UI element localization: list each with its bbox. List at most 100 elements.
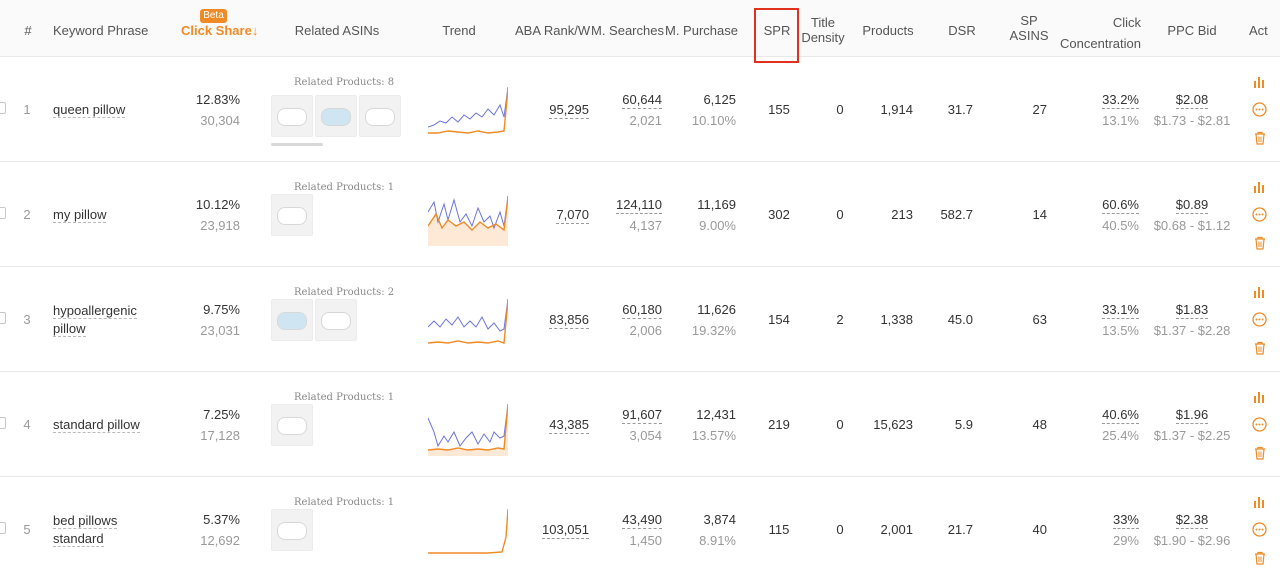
keyword-phrase[interactable]: hypoallergenic pillow (53, 303, 137, 337)
row-checkbox[interactable] (0, 102, 6, 114)
pillow-image (277, 207, 307, 225)
keyword-phrase[interactable]: my pillow (53, 207, 107, 225)
product-thumbnail[interactable] (271, 95, 313, 137)
title-density-value: 0 (836, 417, 844, 432)
header-title-density[interactable]: Title Density (800, 15, 846, 45)
more-circle-icon[interactable] (1252, 417, 1267, 432)
title-density-line1: Title (810, 15, 836, 30)
table-row[interactable]: 4 standard pillow 7.25% 17,128 Related P… (0, 372, 1280, 477)
sp-asins-line2: ASINS (1009, 28, 1049, 43)
more-circle-icon[interactable] (1252, 522, 1267, 537)
click-concentration-value: 40.6% (1102, 407, 1139, 424)
header-click-concentration[interactable]: Click Concentration (1055, 12, 1141, 54)
click-concentration[interactable]: 40.6% (1080, 407, 1139, 424)
monthly-searches-value: 124,110 (615, 197, 662, 214)
spr-highlight-box (754, 8, 799, 63)
product-thumbnail[interactable] (271, 404, 313, 446)
product-thumbnail[interactable] (271, 509, 313, 551)
monthly-searches[interactable]: 43,490 (600, 512, 662, 529)
bar-chart-icon[interactable] (1253, 390, 1267, 404)
related-products-label[interactable]: Related Products: 8 (294, 77, 395, 88)
trash-icon[interactable] (1253, 551, 1267, 565)
pillow-image (277, 108, 307, 126)
header-sp-asins[interactable]: SP ASINS (1007, 13, 1051, 43)
product-thumbnail[interactable] (315, 299, 357, 341)
trend-sparkline[interactable] (428, 402, 508, 456)
related-products-label[interactable]: Related Products: 2 (294, 287, 395, 298)
header-spr[interactable]: SPR (763, 23, 791, 38)
aba-rank[interactable]: 95,295 (520, 102, 589, 119)
product-thumbnail[interactable] (271, 299, 313, 341)
click-concentration[interactable]: 33.1% (1080, 302, 1139, 319)
bar-chart-icon[interactable] (1253, 180, 1267, 194)
table-row[interactable]: 5 bed pillows standard 5.37% 12,692 Rela… (0, 477, 1280, 573)
aba-rank[interactable]: 83,856 (520, 312, 589, 329)
ppc-bid[interactable]: $2.38 (1150, 512, 1234, 529)
monthly-searches[interactable]: 60,180 (600, 302, 662, 319)
bar-chart-icon[interactable] (1253, 75, 1267, 89)
trash-icon[interactable] (1253, 236, 1267, 250)
keyword-line1: standard pillow (53, 417, 140, 433)
row-checkbox[interactable] (0, 312, 6, 324)
monthly-searches[interactable]: 91,607 (600, 407, 662, 424)
bar-chart-icon[interactable] (1253, 285, 1267, 299)
monthly-searches[interactable]: 124,110 (600, 197, 662, 214)
related-products-label[interactable]: Related Products: 1 (294, 392, 395, 403)
click-share-label: Click Share (181, 23, 252, 38)
ppc-bid[interactable]: $1.83 (1150, 302, 1234, 319)
more-circle-icon[interactable] (1252, 102, 1267, 117)
trash-icon[interactable] (1253, 341, 1267, 355)
header-monthly-purchase[interactable]: M. Purchase (665, 23, 738, 38)
header-dsr[interactable]: DSR (948, 23, 976, 38)
trash-icon[interactable] (1253, 131, 1267, 145)
dsr-value: 21.7 (947, 522, 973, 537)
purchase-rate: 13.57% (691, 428, 736, 443)
trend-sparkline[interactable] (428, 192, 508, 246)
pillow-image (365, 108, 395, 126)
aba-rank[interactable]: 43,385 (520, 417, 589, 434)
related-products-label[interactable]: Related Products: 1 (294, 497, 395, 508)
table-row[interactable]: 2 my pillow 10.12% 23,918 Related Produc… (0, 162, 1280, 267)
more-circle-icon[interactable] (1252, 312, 1267, 327)
monthly-searches[interactable]: 60,644 (600, 92, 662, 109)
header-click-share[interactable]: Click Share↓ (181, 23, 258, 38)
keyword-phrase[interactable]: bed pillows standard (53, 513, 118, 547)
header-products[interactable]: Products (862, 23, 914, 38)
trend-sparkline[interactable] (428, 297, 508, 351)
row-checkbox[interactable] (0, 207, 6, 219)
table-row[interactable]: 3 hypoallergenic pillow 9.75% 23,031 Rel… (0, 267, 1280, 372)
aba-rank[interactable]: 103,051 (520, 522, 589, 539)
ppc-bid[interactable]: $1.96 (1150, 407, 1234, 424)
table-row[interactable]: 1 queen pillow 12.83% 30,304 Related Pro… (0, 57, 1280, 162)
products-value: 2,001 (880, 522, 913, 537)
header-keyword-phrase[interactable]: Keyword Phrase (53, 23, 149, 38)
trend-sparkline[interactable] (428, 87, 508, 141)
click-concentration[interactable]: 33% (1080, 512, 1139, 529)
click-conc-line1: Click (1112, 15, 1141, 30)
row-index: 4 (23, 417, 31, 432)
purchase-rate: 10.10% (691, 113, 736, 128)
click-concentration[interactable]: 60.6% (1080, 197, 1139, 214)
bar-chart-icon[interactable] (1253, 495, 1267, 509)
ppc-bid[interactable]: $2.08 (1150, 92, 1234, 109)
product-thumbnail[interactable] (359, 95, 401, 137)
keyword-phrase[interactable]: queen pillow (53, 102, 126, 120)
header-ppc-bid[interactable]: PPC Bid (1167, 23, 1217, 38)
more-circle-icon[interactable] (1252, 207, 1267, 222)
related-products-label[interactable]: Related Products: 1 (294, 182, 395, 193)
header-monthly-searches[interactable]: M. Searches (591, 23, 664, 38)
trend-line-searches (428, 403, 508, 448)
row-checkbox[interactable] (0, 522, 6, 534)
header-aba-rank[interactable]: ABA Rank/W (515, 23, 591, 38)
product-thumbnail[interactable] (315, 95, 357, 137)
keyword-phrase[interactable]: standard pillow (53, 417, 140, 435)
ppc-bid[interactable]: $0.89 (1150, 197, 1234, 214)
product-thumbnail[interactable] (271, 194, 313, 236)
click-concentration[interactable]: 33.2% (1080, 92, 1139, 109)
row-checkbox[interactable] (0, 417, 6, 429)
thumbnail-scrollbar[interactable] (271, 143, 323, 146)
purchase-rate: 8.91% (699, 533, 736, 548)
trash-icon[interactable] (1253, 446, 1267, 460)
aba-rank[interactable]: 7,070 (520, 207, 589, 224)
trend-sparkline[interactable] (428, 507, 508, 561)
